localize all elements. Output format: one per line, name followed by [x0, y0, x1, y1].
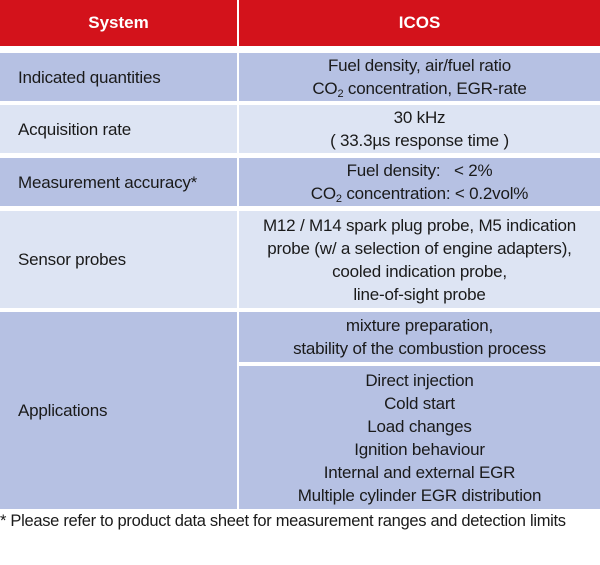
value-line: Ignition behaviour	[354, 439, 485, 459]
row-label: Acquisition rate	[18, 119, 132, 139]
header-icos: ICOS	[239, 0, 600, 46]
co2-prefix: CO	[312, 79, 338, 98]
value-line: Direct injection	[365, 370, 474, 390]
row-label-cell: Acquisition rate	[0, 105, 237, 153]
row-label-cell: Measurement accuracy*	[0, 158, 237, 206]
row-label-cell: Sensor probes	[0, 211, 237, 308]
co2-prefix: CO	[310, 184, 336, 203]
row-label-cell: Indicated quantities	[0, 53, 237, 101]
value-line: CO2 concentration: < 0.2vol%	[310, 182, 529, 205]
header-system: System	[0, 0, 237, 46]
value-line: stability of the combustion process	[293, 339, 546, 358]
co2-subscript: 2	[335, 193, 342, 205]
row-label: Measurement accuracy*	[18, 172, 198, 192]
value-line: ( 33.3µs response time )	[330, 131, 509, 150]
row-value-cell: M12 / M14 spark plug probe, M5 indicatio…	[239, 211, 600, 308]
value-line: M12 / M14 spark plug probe, M5 indicatio…	[262, 215, 577, 235]
value-line: Cold start	[384, 393, 455, 413]
value-line: Load changes	[367, 416, 472, 436]
value-line: 30 kHz	[393, 108, 446, 127]
value-line: Internal and external EGR	[323, 462, 516, 482]
value-line: Fuel density: < 2%	[346, 161, 493, 180]
footnote: * Please refer to product data sheet for…	[0, 512, 566, 530]
row-value-cell: Direct injection Cold start Load changes…	[239, 366, 600, 509]
row-sensor-probes: Sensor probes M12 / M14 spark plug probe…	[0, 211, 600, 308]
row-label-cell: Applications	[0, 312, 237, 509]
row-applications: Applications	[0, 312, 600, 509]
applications-group-2: Direct injection Cold start Load changes…	[0, 366, 600, 509]
co2-suffix: concentration, EGR-rate	[343, 79, 527, 98]
value-line: cooled indication probe,	[332, 261, 507, 281]
row-value-cell: mixture preparation, stability of the co…	[239, 312, 600, 362]
row-label: Sensor probes	[18, 250, 126, 269]
row-measurement-accuracy: Measurement accuracy* Fuel density: < 2%…	[0, 158, 600, 206]
row-value-cell: Fuel density, air/fuel ratio CO2 concent…	[239, 53, 600, 101]
value-line: probe (w/ a selection of engine adapters…	[267, 238, 572, 258]
header-system-label: System	[88, 13, 149, 32]
value-line: CO2 concentration, EGR-rate	[312, 77, 526, 100]
table-header: System ICOS	[0, 0, 600, 46]
co2-subscript: 2	[337, 88, 344, 100]
co2-suffix: concentration: < 0.2vol%	[341, 184, 529, 203]
value-line: Fuel density, air/fuel ratio	[327, 56, 512, 75]
row-indicated-quantities: Indicated quantities Fuel density, air/f…	[0, 53, 600, 101]
value-line: Multiple cylinder EGR distribution	[297, 485, 542, 505]
value-line: line-of-sight probe	[353, 284, 486, 304]
applications-group-1: mixture preparation, stability of the co…	[0, 312, 600, 362]
header-icos-label: ICOS	[398, 13, 441, 32]
row-acquisition-rate: Acquisition rate 30 kHz ( 33.3µs respons…	[0, 105, 600, 153]
row-label: Applications	[18, 401, 108, 420]
row-value-cell: 30 kHz ( 33.3µs response time )	[239, 105, 600, 153]
row-value-cell: Fuel density: < 2% CO2 concentration: < …	[239, 158, 600, 206]
row-label: Indicated quantities	[18, 67, 161, 87]
value-line: mixture preparation,	[345, 316, 494, 335]
